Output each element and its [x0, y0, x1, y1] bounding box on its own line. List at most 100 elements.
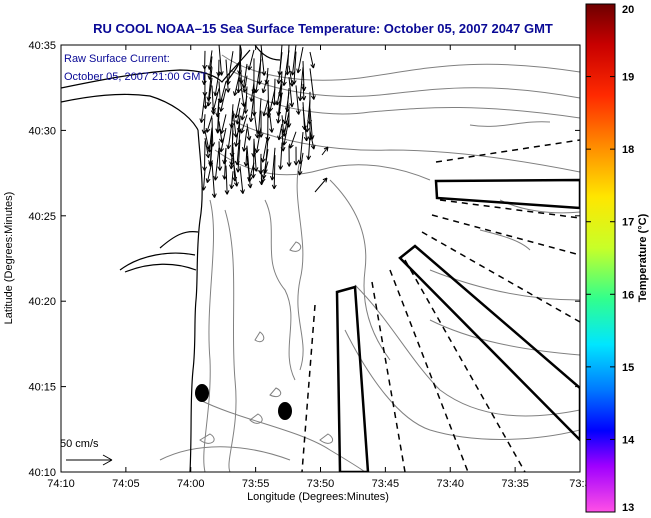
map-title: RU COOL NOAA–15 Sea Surface Temperature:…	[93, 21, 553, 36]
station-marker	[278, 402, 292, 420]
current-vector-arrow	[309, 51, 316, 69]
current-vector-arrow	[217, 141, 223, 171]
current-vector-arrow	[247, 162, 255, 182]
current-vector-arrow	[219, 88, 227, 112]
x-tick-label: 73:55	[242, 478, 270, 490]
colorbar-label: Temperature (°C)	[637, 213, 649, 302]
current-vector-arrow	[260, 133, 269, 163]
current-vector-arrow	[268, 88, 276, 112]
current-vector-arrow	[232, 157, 239, 187]
current-vector-arrow	[321, 146, 329, 156]
colorbar-tick-label: 19	[622, 72, 634, 84]
current-vector-arrow	[239, 166, 245, 194]
current-vector-arrow	[282, 118, 290, 146]
current-vector-arrow	[213, 71, 220, 97]
surface-current-vectors	[199, 45, 329, 198]
y-tick-label: 40:20	[28, 296, 56, 308]
current-vector-arrow	[286, 145, 292, 167]
y-tick-label: 40:10	[28, 467, 56, 479]
current-vector-arrow	[213, 147, 220, 181]
current-vector-arrow	[297, 67, 304, 102]
current-vector-arrow	[295, 85, 301, 115]
bathymetry-contours	[159, 54, 580, 472]
scale-label: 50 cm/s	[60, 438, 99, 450]
map-plot-area	[60, 44, 581, 473]
current-vector-arrow	[281, 50, 290, 86]
current-vector-arrow	[234, 97, 241, 119]
current-vector-arrow	[271, 155, 277, 190]
current-vector-arrow	[309, 130, 316, 150]
colorbar-tick-label: 13	[622, 502, 634, 514]
current-vector-arrow	[205, 161, 213, 184]
current-vector-arrow	[232, 72, 241, 97]
x-tick-label: 73:45	[372, 478, 400, 490]
current-vector-arrow	[277, 123, 283, 141]
current-vector-arrow	[201, 169, 207, 191]
current-vector-arrow	[306, 136, 312, 161]
radar-footprints	[301, 139, 580, 472]
current-vector-arrow	[309, 68, 316, 100]
current-vector-arrow	[301, 83, 307, 101]
x-tick-label: 74:00	[177, 478, 205, 490]
current-vector-arrow	[229, 171, 235, 190]
current-vector-arrow	[240, 95, 248, 121]
current-vector-arrow	[215, 114, 221, 134]
current-vector-arrow	[314, 177, 328, 193]
x-axis: 74:10 74:05 74:00 73:55 73:50 73:45 73:40 73:35…	[47, 45, 591, 490]
current-vector-arrow	[267, 99, 274, 133]
current-vector-arrow	[240, 114, 248, 134]
colorbar-tick-label: 18	[622, 144, 634, 156]
y-tick-label: 40:35	[28, 40, 56, 52]
current-vector-arrow	[288, 77, 295, 108]
current-vector-arrow	[253, 109, 260, 139]
current-vector-arrow	[199, 93, 206, 123]
current-vector-arrow	[233, 117, 241, 147]
current-vector-arrow	[224, 165, 230, 195]
current-vector-arrow	[226, 114, 234, 150]
colorbar-gradient	[585, 3, 616, 513]
current-vector-arrow	[248, 94, 255, 123]
current-vector-arrow	[206, 77, 213, 107]
colorbar: 20 19 18 17 16 15 14 13 Temperature (°C)	[585, 3, 649, 514]
current-vector-arrow	[246, 123, 252, 141]
x-tick-label: 74:10	[47, 478, 75, 490]
y-tick-label: 40:15	[28, 382, 56, 394]
x-tick-label: 73:35	[501, 478, 529, 490]
coastline	[61, 45, 281, 472]
scale-arrow: 50 cm/s	[60, 438, 113, 466]
y-axis-label: Latitude (Degrees:Minutes)	[3, 192, 15, 325]
station-marker	[195, 384, 209, 402]
legend-line-2: October 05, 2007 21:00 GMT	[64, 71, 207, 83]
current-vector-arrow	[276, 52, 283, 85]
current-vector-arrow	[211, 88, 220, 112]
x-axis-label: Longitude (Degrees:Minutes)	[247, 491, 389, 503]
current-vector-arrow	[205, 115, 213, 133]
colorbar-tick-label: 15	[622, 362, 634, 374]
current-vector-arrow	[254, 127, 262, 154]
x-tick-label: 73:40	[436, 478, 464, 490]
current-vector-arrow	[225, 59, 231, 93]
y-tick-label: 40:25	[28, 211, 56, 223]
current-vector-arrow	[293, 146, 299, 166]
current-vector-arrow	[291, 51, 297, 85]
x-tick-label: 73:3	[569, 478, 590, 490]
current-vector-arrow	[262, 99, 269, 117]
current-vector-arrow	[289, 131, 297, 149]
current-vector-arrow	[219, 114, 227, 134]
current-vector-arrow	[275, 78, 283, 106]
colorbar-tick-label: 20	[622, 4, 634, 16]
y-axis: 40:35 40:30 40:25 40:20 40:15 40:10	[28, 40, 580, 479]
y-tick-label: 40:30	[28, 125, 56, 137]
current-vector-arrow	[297, 152, 304, 176]
current-vector-arrow	[225, 51, 234, 86]
current-vector-arrow	[211, 162, 217, 198]
current-vector-arrow	[247, 49, 255, 71]
x-tick-label: 73:50	[307, 478, 335, 490]
colorbar-tick-label: 17	[622, 217, 634, 229]
current-vector-arrow	[241, 128, 248, 152]
current-vector-arrow	[253, 140, 259, 172]
colorbar-tick-label: 16	[622, 289, 634, 301]
current-vector-arrow	[278, 142, 284, 170]
x-tick-label: 74:05	[112, 478, 140, 490]
